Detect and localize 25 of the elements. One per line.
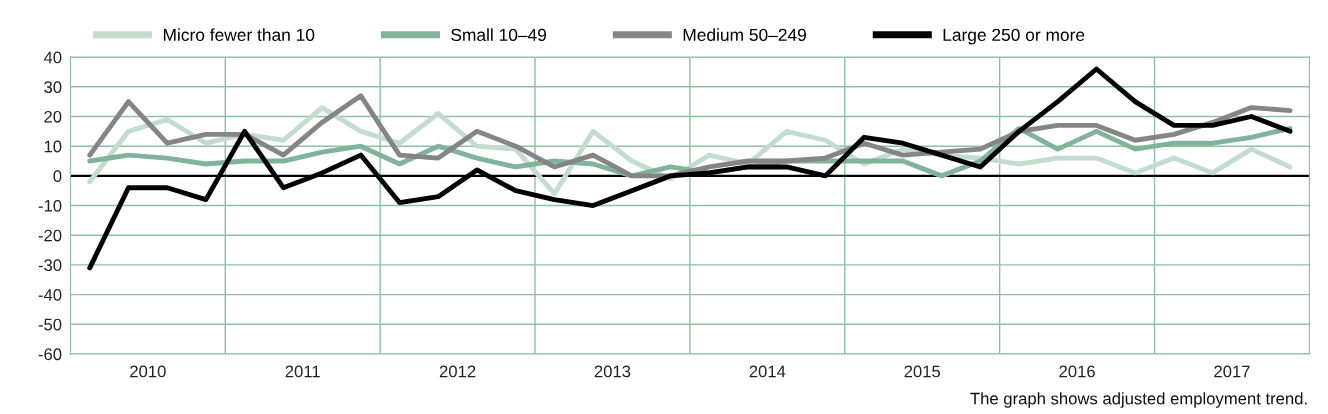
line-series xyxy=(87,93,1293,179)
legend-label: Large 250 or more xyxy=(943,28,1085,45)
y-tick-label: -10 xyxy=(38,199,62,212)
y-tick-label: -60 xyxy=(38,348,62,361)
y-tick-label: -30 xyxy=(38,259,62,272)
x-tick-label: 2013 xyxy=(594,365,631,378)
y-tick-label: 10 xyxy=(44,140,62,153)
y-tick-label: -50 xyxy=(38,318,62,331)
y-tick-label: 30 xyxy=(44,81,62,94)
y-tick-label: -20 xyxy=(38,229,62,242)
y-tick-label: 0 xyxy=(53,170,62,183)
x-tick-label: 2014 xyxy=(749,365,786,378)
y-tick-label: 20 xyxy=(44,110,62,123)
legend-label: Small 10–49 xyxy=(451,28,547,42)
x-tick-label: 2015 xyxy=(904,365,941,378)
x-tick-label: 2017 xyxy=(1214,365,1250,378)
x-tick-label: 2011 xyxy=(285,365,320,378)
x-tick-label: 2010 xyxy=(130,365,166,378)
text: The graph shows adjusted employment trend. xyxy=(970,392,1307,408)
y-tick-label: -40 xyxy=(38,289,62,301)
legend-label: Medium 50–249 xyxy=(683,28,806,42)
y-tick-label: 40 xyxy=(43,51,62,64)
x-tick-label: 2012 xyxy=(439,365,476,378)
legend-label: Micro fewer than 10 xyxy=(163,28,315,42)
x-tick-label: 2016 xyxy=(1059,365,1095,378)
